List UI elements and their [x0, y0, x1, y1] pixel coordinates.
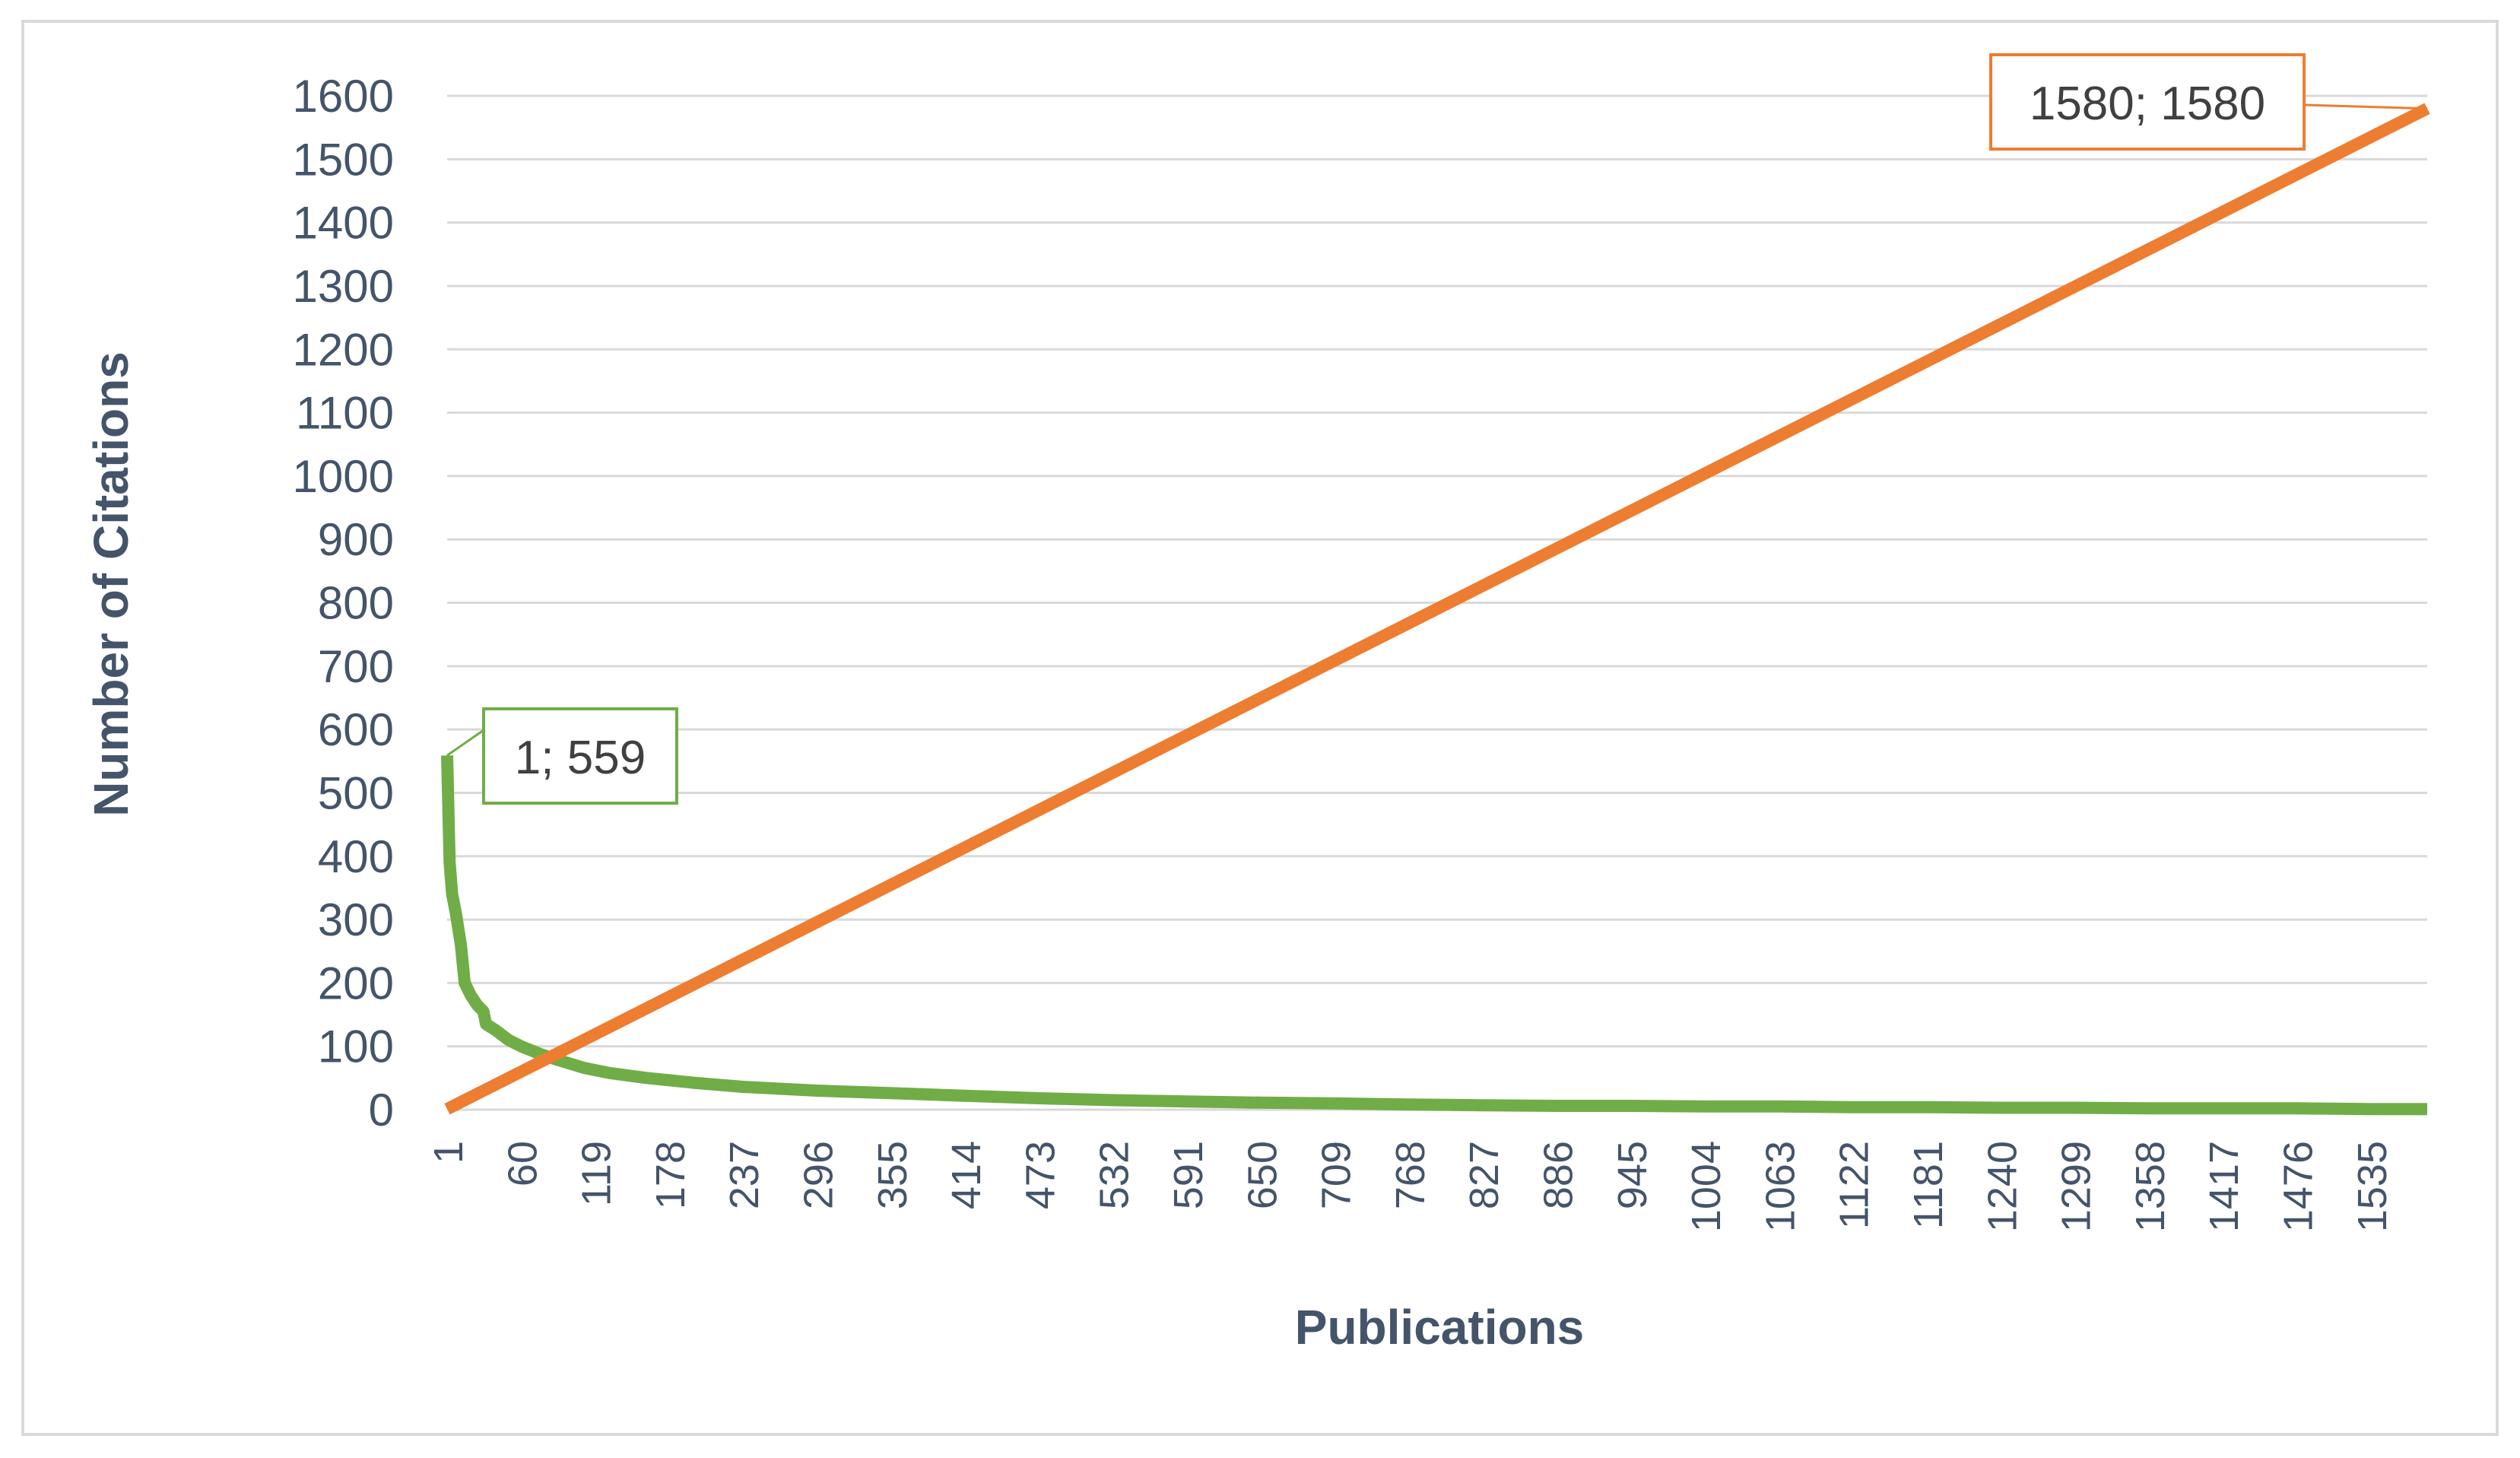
y-tick-label: 600 [318, 704, 394, 755]
x-tick-label: 119 [574, 1141, 620, 1206]
y-tick-label: 900 [318, 514, 394, 565]
y-tick-label: 1100 [296, 388, 394, 439]
x-tick-label: 296 [795, 1141, 841, 1209]
y-tick-label: 0 [369, 1085, 394, 1136]
callout-leader [446, 729, 484, 757]
x-tick-label: 591 [1166, 1141, 1211, 1209]
y-tick-label: 1000 [293, 451, 394, 502]
x-tick-label: 1181 [1906, 1141, 1951, 1229]
series-line-1 [441, 755, 2427, 1116]
y-tick-label: 800 [318, 578, 394, 629]
x-tick-label: 709 [1314, 1141, 1360, 1209]
x-tick-label: 1004 [1684, 1141, 1729, 1232]
y-tick-label: 700 [318, 641, 394, 692]
x-tick-label: 414 [944, 1141, 989, 1209]
y-tick-label: 1600 [293, 71, 394, 122]
callout-1: 1; 559 [446, 707, 678, 805]
y-tick-label: 500 [318, 767, 394, 818]
y-tick-label: 1400 [293, 198, 394, 249]
x-tick-label: 532 [1092, 1141, 1138, 1209]
x-tick-label: 768 [1388, 1141, 1433, 1209]
x-tick-label: 1240 [1979, 1141, 2025, 1232]
callout-2: 1580; 1580 [1989, 53, 2428, 151]
y-tick-label: 200 [318, 958, 394, 1009]
callout-box [1989, 53, 2306, 151]
x-tick-label: 945 [1610, 1141, 1655, 1209]
y-tick-label: 300 [318, 894, 394, 945]
data-callouts: 1; 559 1580; 1580 [446, 53, 2428, 805]
x-tick-label: 886 [1535, 1141, 1581, 1209]
y-tick-label: 100 [318, 1021, 394, 1072]
callout-leader [2303, 103, 2428, 110]
callout-label: 1580; 1580 [2030, 78, 2265, 130]
x-axis-title: Publications [1295, 1300, 1585, 1355]
x-tick-label: 1063 [1757, 1141, 1803, 1232]
chart-frame [21, 20, 2499, 1436]
x-axis-ticks: 1 60 119 178 237 296 355 414 473 532 591 650 709 768 8… [426, 1141, 2395, 1232]
x-tick-label: 237 [722, 1141, 767, 1209]
x-tick-label: 650 [1239, 1141, 1285, 1209]
callout-box [482, 707, 678, 805]
x-tick-label: 473 [1017, 1141, 1063, 1209]
y-tick-label: 400 [318, 831, 394, 882]
x-tick-label: 827 [1462, 1141, 1507, 1209]
x-tick-label: 178 [648, 1141, 693, 1209]
y-axis-title: Number of Citations [84, 351, 138, 817]
x-tick-label: 1476 [2275, 1141, 2321, 1232]
x-tick-label: 1358 [2128, 1141, 2173, 1232]
y-axis-ticks: 0 100 200 300 400 500 600 700 800 900 1000 1100 1200… [293, 71, 394, 1136]
y-tick-label: 1200 [293, 324, 394, 375]
callout-label: 1; 559 [515, 732, 646, 784]
x-tick-label: 1417 [2201, 1141, 2247, 1232]
x-tick-label: 1299 [2054, 1141, 2099, 1232]
y-tick-label: 1500 [293, 134, 394, 185]
x-tick-label: 60 [500, 1141, 545, 1186]
x-tick-label: 1 [426, 1141, 471, 1164]
x-tick-label: 1122 [1832, 1141, 1877, 1229]
x-tick-label: 1535 [2350, 1141, 2395, 1232]
series-lines [441, 103, 2430, 1116]
y-tick-label: 1300 [293, 261, 394, 312]
x-tick-label: 355 [870, 1141, 916, 1209]
series-line-2 [444, 103, 2430, 1115]
